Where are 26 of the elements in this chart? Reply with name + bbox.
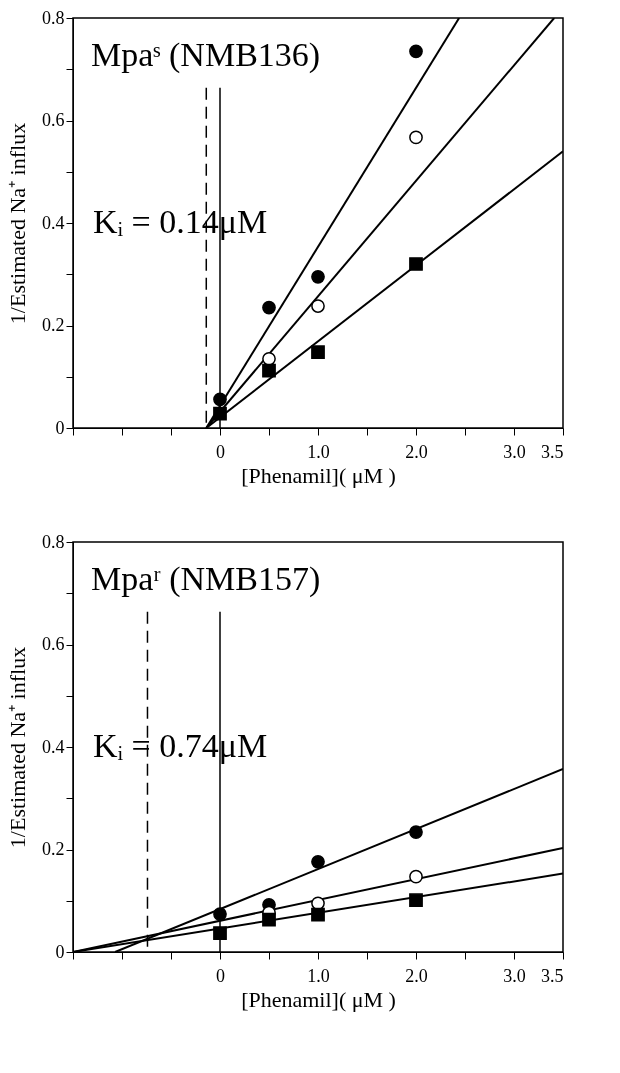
x-axis-title: [Phenamil]( μM ) (241, 986, 396, 1012)
y-axis-title: 1/Estimated Na⁺ influx (5, 122, 30, 325)
y-tick-label: 0.6 (42, 634, 65, 654)
x-tick-label: 3.0 (503, 965, 526, 986)
x-axis-title: [Phenamil]( μM ) (241, 462, 396, 488)
x-tick-label: 0 (216, 965, 225, 986)
x-tick-label: 1.0 (307, 965, 330, 986)
annotation: Mpaˢ (NMB136) (91, 36, 321, 74)
x-tick-label: 3.5 (541, 965, 564, 986)
y-tick-label: 0 (55, 417, 65, 438)
x-tick-label: 2.0 (405, 441, 428, 462)
x-tick-label: 3.0 (503, 441, 526, 462)
x-tick-label: 0 (216, 441, 225, 462)
y-tick-label: 0.6 (42, 110, 65, 130)
y-tick-label: 0.2 (42, 839, 65, 859)
y-tick-label: 0.4 (42, 736, 65, 757)
y-tick-label: 0.2 (42, 315, 65, 335)
x-tick-label: 3.5 (541, 441, 564, 462)
y-tick-label: 0.8 (42, 7, 65, 28)
x-tick-label: 1.0 (307, 441, 330, 462)
x-tick-label: 2.0 (405, 965, 428, 986)
y-axis-title: 1/Estimated Na⁺ influx (5, 646, 30, 849)
y-tick-label: 0.4 (42, 212, 65, 233)
y-tick-label: 0.8 (42, 531, 65, 552)
y-tick-label: 0 (55, 941, 65, 962)
annotation: Mpaʳ (NMB157) (91, 560, 321, 598)
